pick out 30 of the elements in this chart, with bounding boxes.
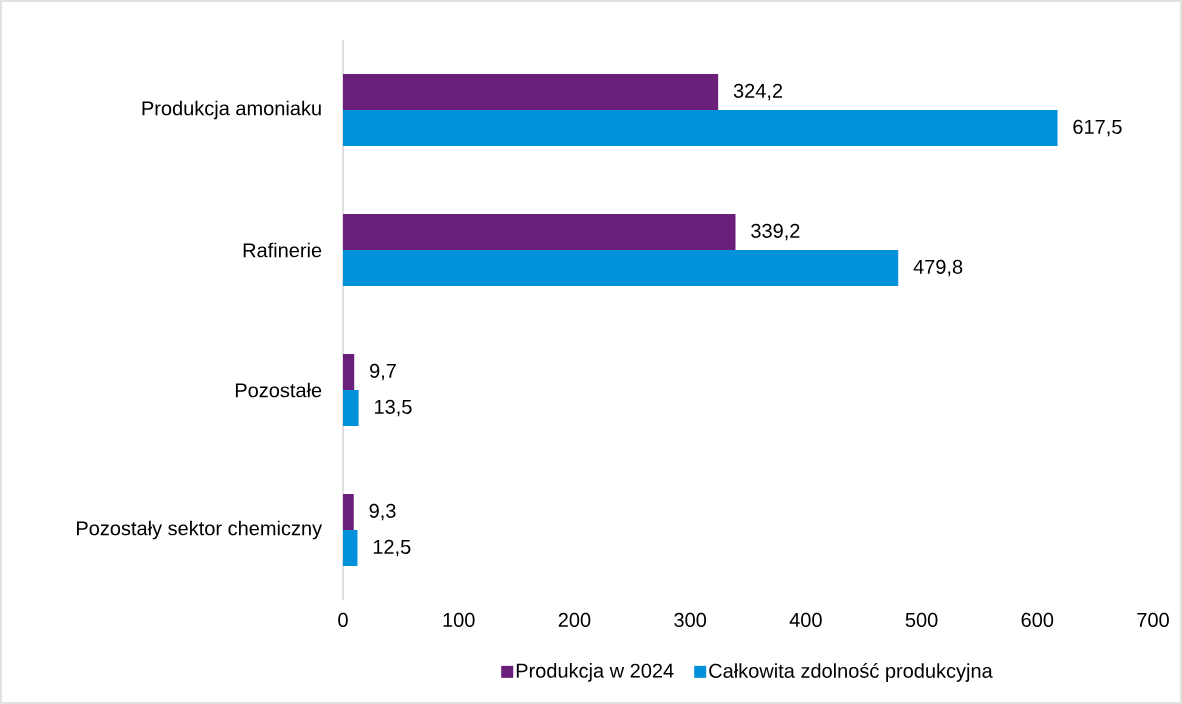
- data-label: 12,5: [373, 539, 411, 557]
- x-tick-label: 200: [558, 612, 591, 628]
- data-label: 324,2: [733, 83, 783, 101]
- data-label: 13,5: [375, 399, 412, 417]
- bar: [343, 250, 899, 286]
- bar: [343, 110, 1058, 146]
- bar: [343, 214, 736, 250]
- x-tick-label: 300: [674, 612, 707, 628]
- data-label: 9,7: [370, 363, 396, 381]
- bar: [343, 390, 359, 426]
- bar: [343, 530, 358, 566]
- data-label: 617,5: [1073, 119, 1122, 137]
- y-tick-label: Rafinerie: [243, 242, 322, 258]
- x-tick-label: 500: [905, 612, 938, 628]
- data-label: 9,3: [369, 503, 396, 521]
- bar: [343, 74, 719, 110]
- x-tick-label: 400: [789, 612, 822, 628]
- bar: [343, 494, 354, 530]
- y-tick-label: Pozostały sektor chemiczny: [77, 520, 323, 540]
- bar: [343, 354, 355, 390]
- y-tick-label: Produkcja amoniaku: [142, 100, 321, 120]
- x-tick-label: 0: [338, 612, 348, 628]
- legend-label: Produkcja w 2024: [516, 663, 674, 682]
- y-tick-label: Pozostałe: [235, 382, 322, 398]
- x-tick-label: 600: [1021, 612, 1054, 628]
- x-tick-label: 100: [443, 612, 475, 628]
- x-tick-label: 700: [1137, 612, 1169, 628]
- data-label: 479,8: [913, 259, 963, 277]
- legend-label: Całkowita zdolność produkcyjna: [709, 663, 993, 682]
- data-label: 339,2: [751, 223, 800, 241]
